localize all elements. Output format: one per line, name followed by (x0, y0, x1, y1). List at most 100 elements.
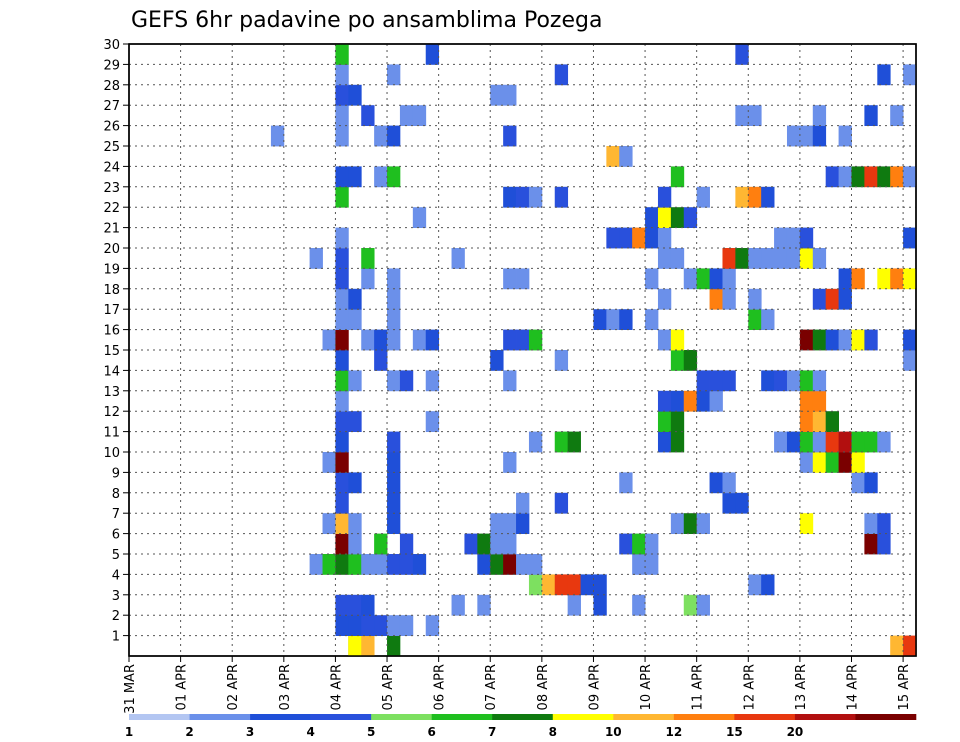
heatmap-cell (812, 431, 827, 453)
x-tick-label: 10 APR (639, 664, 654, 710)
y-tick-label: 2 (112, 609, 120, 624)
heatmap-cell (387, 635, 401, 657)
heatmap-cell (645, 227, 659, 249)
heatmap-cell (812, 370, 827, 392)
heatmap-cell (516, 492, 530, 514)
heatmap-cell (567, 574, 581, 596)
y-tick-label: 19 (103, 262, 120, 277)
heatmap-cell (606, 146, 620, 167)
heatmap-cell (735, 186, 749, 208)
heatmap-cell (735, 44, 749, 65)
heatmap-cell (606, 309, 620, 330)
heatmap-cell (490, 84, 504, 106)
heatmap-cell (657, 227, 672, 249)
heatmap-cell (387, 554, 401, 575)
heatmap-cell (903, 64, 917, 86)
heatmap-cell (387, 166, 401, 188)
heatmap-cell (670, 431, 685, 453)
heatmap-cell (657, 431, 672, 453)
heatmap-cell (748, 186, 762, 208)
heatmap-cell (761, 370, 775, 392)
heatmap-cell (877, 513, 891, 534)
y-tick-label: 15 (103, 344, 120, 359)
heatmap-cell (890, 268, 904, 290)
heatmap-cell (657, 186, 672, 208)
colorbar-swatch (552, 714, 614, 720)
heatmap-cell (799, 513, 814, 534)
heatmap-cell (335, 472, 349, 494)
heatmap-cell (683, 207, 698, 228)
heatmap-cell (451, 248, 465, 269)
heatmap-cell (632, 594, 646, 616)
heatmap-cell (786, 227, 801, 249)
heatmap-cell (425, 329, 440, 351)
heatmap-cell (412, 554, 427, 575)
x-tick-label: 01 APR (175, 664, 190, 710)
heatmap-cell (348, 288, 362, 310)
heatmap-cell (361, 248, 375, 269)
heatmap-cell (554, 350, 569, 371)
heatmap-cell (838, 166, 852, 188)
y-tick-label: 17 (103, 303, 120, 318)
colorbar-label: 5 (367, 725, 375, 739)
heatmap-cell (516, 186, 530, 208)
x-tick-label: 02 APR (226, 664, 241, 710)
heatmap-cell (374, 350, 388, 371)
heatmap-cell (657, 411, 672, 432)
heatmap-cell (812, 390, 827, 412)
heatmap-cell (335, 452, 349, 473)
heatmap-cell (761, 186, 775, 208)
heatmap-cell (670, 390, 685, 412)
colorbar-swatch (371, 714, 432, 720)
heatmap-cell (903, 268, 917, 290)
heatmap-cell (825, 166, 839, 188)
colorbar-label: 10 (605, 725, 622, 739)
heatmap-cell (503, 186, 517, 208)
heatmap-cell (361, 329, 375, 351)
colorbar-label: 20 (787, 725, 804, 739)
colorbar-swatch (310, 714, 372, 720)
heatmap-cell (387, 472, 401, 494)
heatmap-cell (309, 248, 323, 269)
heatmap-cell (670, 513, 685, 534)
heatmap-cell (361, 554, 375, 575)
heatmap-cell (348, 370, 362, 392)
y-tick-label: 28 (103, 79, 120, 94)
heatmap-cell (709, 472, 723, 494)
heatmap-cell (761, 248, 775, 269)
heatmap-cell (503, 513, 517, 534)
heatmap-cell (490, 350, 504, 371)
heatmap-cell (335, 105, 349, 126)
heatmap-cell (786, 431, 801, 453)
heatmap-cell (696, 186, 710, 208)
heatmap-cell (709, 370, 723, 392)
heatmap-cell (387, 370, 401, 392)
heatmap-cell (864, 533, 878, 555)
heatmap-cell (554, 64, 569, 86)
heatmap-cell (387, 513, 401, 534)
heatmap-cell (335, 84, 349, 106)
heatmap-cell (335, 615, 349, 636)
colorbar-label: 3 (246, 725, 254, 739)
heatmap-cell (348, 615, 362, 636)
heatmap-cell (903, 350, 917, 371)
heatmap-cell (619, 309, 633, 330)
heatmap-cell (761, 574, 775, 596)
heatmap-cell (348, 533, 362, 555)
x-tick-label: 04 APR (329, 664, 344, 710)
colorbar-swatch (250, 714, 311, 720)
heatmap-cell (838, 268, 852, 290)
heatmap-cell (645, 533, 659, 555)
heatmap-cells (270, 44, 917, 657)
heatmap-cell (309, 554, 323, 575)
heatmap-cell (632, 227, 646, 249)
heatmap-cell (722, 370, 736, 392)
heatmap-cell (748, 574, 762, 596)
heatmap-cell (774, 431, 788, 453)
heatmap-cell (838, 431, 852, 453)
heatmap-cell (335, 554, 349, 575)
heatmap-cell (657, 207, 672, 228)
heatmap-cell (361, 594, 375, 616)
y-tick-label: 18 (103, 283, 120, 298)
